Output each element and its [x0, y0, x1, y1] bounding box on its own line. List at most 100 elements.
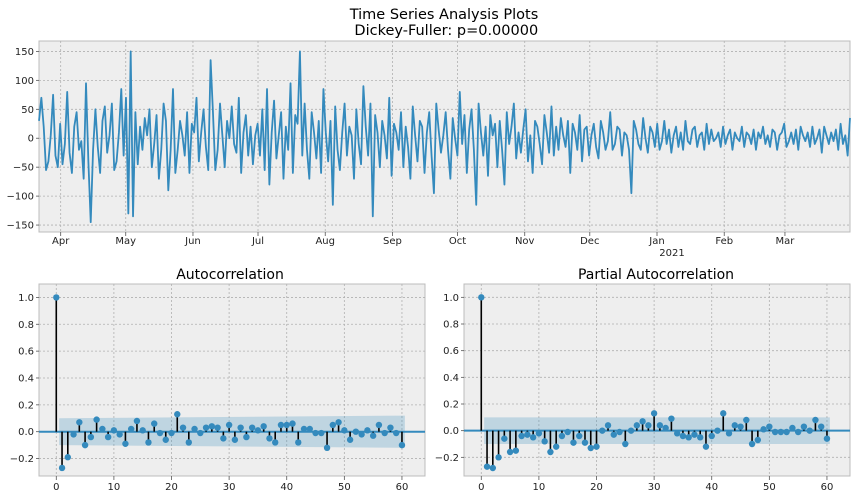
timeseries-line: [38, 50, 851, 224]
stem-marker: [266, 435, 273, 442]
x-tick-label: 20: [165, 482, 178, 493]
stem-marker: [277, 421, 285, 429]
stem-marker: [593, 443, 600, 450]
stem-marker: [185, 439, 192, 446]
stem-marker: [99, 425, 106, 433]
stem-marker: [587, 444, 594, 452]
stem-marker: [627, 427, 635, 434]
x-tick-label: 10: [108, 482, 121, 493]
stem-marker: [679, 432, 687, 440]
y-tick-label: 0.0: [18, 427, 34, 438]
stem-marker: [225, 421, 233, 429]
stem-marker: [369, 432, 377, 439]
stem-marker: [139, 427, 146, 434]
stem-marker: [174, 411, 181, 418]
stem-marker: [720, 410, 727, 417]
stem-marker: [691, 431, 698, 438]
stem-marker: [323, 444, 331, 452]
stem-marker: [295, 439, 302, 446]
y-tick-label: −50: [13, 163, 34, 174]
x-tick-label: Jun: [184, 236, 201, 247]
stem-marker: [64, 454, 72, 461]
y-tick-label: 0: [28, 134, 34, 145]
stem-marker: [495, 454, 502, 461]
stem-marker: [685, 434, 692, 441]
stem-marker: [197, 429, 204, 437]
pacf-panel: Partial Autocorrelation −0.2 0.0 0.2 0.4 0.6…: [435, 267, 851, 493]
stem-marker: [306, 425, 313, 433]
stem-marker: [633, 422, 641, 429]
stem-marker: [318, 429, 325, 437]
stem-marker: [179, 424, 187, 431]
stem-marker: [243, 433, 250, 441]
stem-marker: [800, 423, 808, 430]
stem-marker: [501, 435, 508, 442]
stem-marker: [622, 440, 629, 448]
stem-marker: [783, 428, 790, 436]
y-tick-label: 0.4: [18, 373, 34, 384]
stem-marker: [812, 416, 819, 424]
stem-marker: [392, 429, 400, 437]
stem-marker: [570, 439, 577, 446]
x-tick-label: 50: [338, 482, 351, 493]
stem-marker: [524, 431, 531, 438]
acf-title: Autocorrelation: [176, 267, 284, 283]
stem-marker: [122, 440, 129, 447]
y-tick-label: 0.6: [18, 347, 34, 358]
stem-marker: [725, 430, 733, 437]
y-tick-label: 50: [21, 105, 34, 116]
acf-panel: Autocorrelation −0.2 0.0 0.2 0.4 0.6 0.8 1.0 0 1…: [10, 267, 426, 493]
stem-marker: [145, 439, 152, 446]
stem-marker: [76, 419, 83, 426]
timeseries-series: [38, 50, 851, 224]
stem-marker: [673, 430, 681, 437]
stem-marker: [381, 429, 388, 437]
stem-marker: [518, 432, 525, 440]
stem-marker: [116, 431, 123, 438]
stem-marker: [478, 294, 485, 301]
stem-marker: [254, 427, 262, 434]
y-tick-label: 100: [15, 76, 34, 87]
stem-marker: [610, 431, 617, 438]
stem-marker: [58, 464, 66, 472]
stem-marker: [387, 424, 394, 431]
stem-marker: [300, 425, 308, 433]
stem-marker: [237, 424, 244, 431]
timeseries-panel: Time Series Analysis Plots Dickey-Fuller…: [7, 7, 851, 259]
stem-marker: [335, 419, 342, 426]
stem-marker: [214, 424, 221, 431]
stem-marker: [552, 443, 560, 450]
stem-marker: [766, 423, 773, 430]
stem-marker: [564, 428, 571, 436]
stem-marker: [346, 436, 354, 443]
stem-marker: [87, 433, 95, 441]
pacf-stems: [464, 294, 850, 472]
x-tick-label: 30: [223, 482, 236, 493]
stem-marker: [352, 428, 360, 435]
x-tick-label: Oct: [449, 236, 466, 247]
stem-marker: [53, 294, 60, 301]
x-tick-label: Feb: [715, 236, 733, 247]
stem-marker: [81, 441, 89, 449]
stem-marker: [104, 433, 112, 441]
stem-marker: [398, 441, 406, 449]
stem-marker: [220, 435, 227, 442]
y-tick-label: 0.2: [443, 400, 459, 411]
stem-marker: [312, 429, 319, 437]
stem-marker: [806, 427, 813, 434]
y-tick-label: 0.8: [443, 320, 459, 331]
pacf-ticks: −0.2 0.0 0.2 0.4 0.6 0.8 1.0 0 10 20 30 40 50 60: [435, 293, 834, 493]
pacf-title: Partial Autocorrelation: [578, 267, 734, 283]
x-tick-label: Jul: [251, 236, 264, 247]
acf-stems: [39, 294, 425, 472]
y-tick-label: 0.0: [443, 426, 459, 437]
x-tick-label: Jan: [648, 236, 664, 247]
stem-marker: [604, 422, 612, 429]
stem-marker: [127, 425, 135, 433]
stem-marker: [248, 424, 256, 431]
stem-marker: [794, 428, 802, 436]
y-tick-label: 1.0: [18, 293, 34, 304]
stem-marker: [110, 427, 118, 434]
x-tick-label: 20: [590, 482, 603, 493]
